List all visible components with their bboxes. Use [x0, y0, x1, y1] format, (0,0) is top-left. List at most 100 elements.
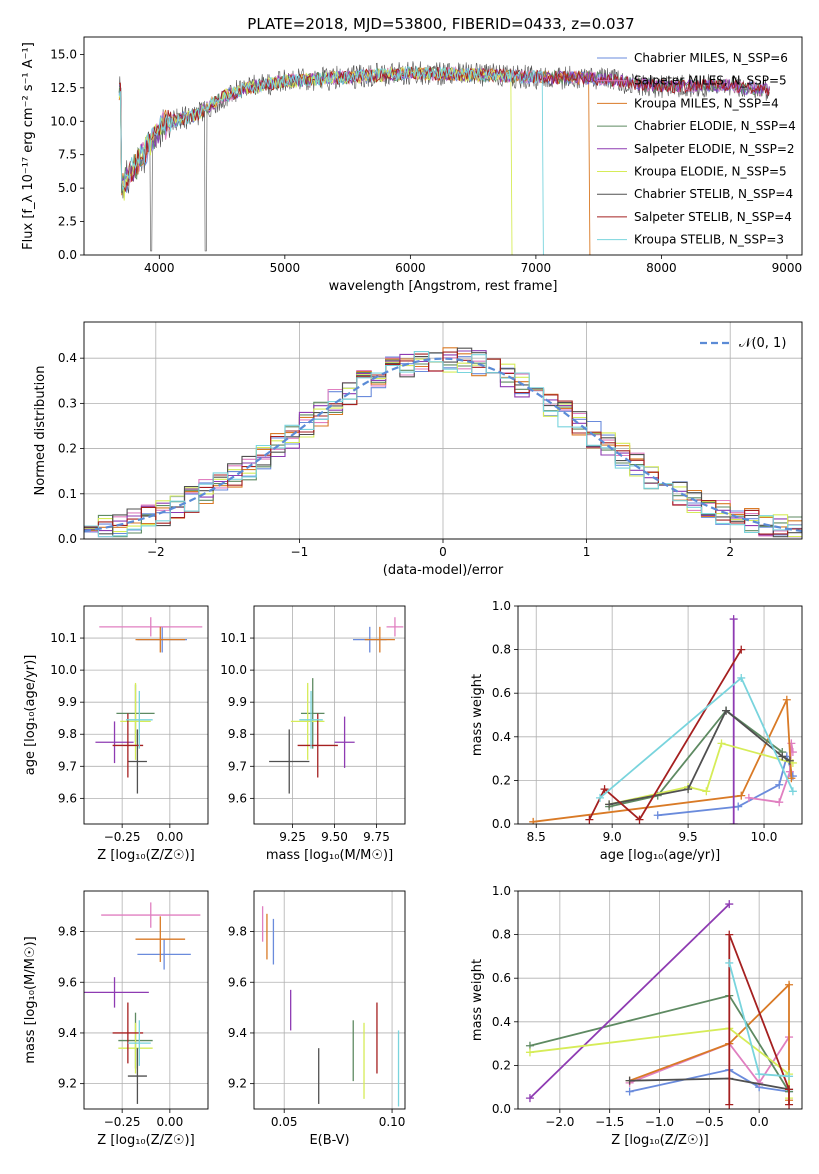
spectrum-series-line	[118, 65, 545, 255]
weight-point-marker	[625, 1087, 634, 1096]
weight-series-line	[588, 649, 743, 821]
x-tick-label: −1	[291, 545, 309, 559]
y-axis-label: Flux [f_λ 10⁻¹⁷ erg cm⁻² s⁻¹ A⁻¹]	[21, 42, 36, 250]
legend-entry: Salpeter MILES, N_SSP=5	[634, 74, 787, 88]
weight-point-marker	[737, 645, 746, 654]
x-tick-label: −2	[147, 545, 165, 559]
figure-title: PLATE=2018, MJD=53800, FIBERID=0433, z=0…	[247, 15, 634, 33]
weight-point-marker	[585, 815, 594, 824]
y-tick-label: 2.5	[58, 215, 77, 229]
weight-series-line	[529, 903, 730, 1099]
x-tick-label: −0.5	[695, 1115, 724, 1129]
x-axis-label: mass [log₁₀(M/M☉)]	[266, 848, 393, 863]
x-tick-label: 0	[439, 545, 447, 559]
weight-point-marker	[525, 1048, 534, 1057]
y-tick-label: 9.8	[228, 925, 247, 939]
y-tick-label: 0.4	[492, 730, 511, 744]
weight-point-marker	[744, 793, 753, 802]
y-tick-label: 9.6	[228, 791, 247, 805]
x-axis-label: Z [log₁₀(Z/Z☉)]	[97, 848, 194, 863]
weight-series-line	[608, 709, 783, 808]
y-tick-label: 1.0	[492, 599, 511, 613]
y-tick-label: 0.6	[492, 686, 511, 700]
x-tick-label: 4000	[144, 261, 175, 275]
weight-point-marker	[787, 774, 796, 783]
y-tick-label: 0.4	[58, 351, 77, 365]
weight-point-marker	[785, 980, 794, 989]
weight-point-marker	[525, 1094, 534, 1103]
y-tick-label: 0.8	[492, 928, 511, 942]
age-vs-mass-panel: 9.25 9.50 9.75 9.6 9.7 9.8 9.9 10.0 10.1 mass [lo…	[220, 605, 406, 863]
x-tick-label: 9000	[772, 261, 803, 275]
y-tick-label: 9.8	[58, 727, 77, 741]
y-tick-label: 0.1	[58, 487, 77, 501]
y-tick-label: 1.0	[492, 884, 511, 898]
legend-entry: Kroupa STELIB, N_SSP=3	[634, 233, 784, 247]
y-axis-label: mass [log₁₀(M/M☉)]	[23, 936, 38, 1063]
plot-frame	[83, 605, 209, 825]
y-tick-label: 0.8	[492, 643, 511, 657]
plot-frame	[83, 36, 803, 256]
weight-point-marker	[684, 785, 693, 794]
x-tick-label: 0.10	[379, 1115, 406, 1129]
x-tick-label: 6000	[395, 261, 426, 275]
y-tick-label: 0.2	[58, 442, 77, 456]
x-tick-label: −2.0	[545, 1115, 574, 1129]
x-tick-label: 1	[583, 545, 591, 559]
y-axis-label: Normed distribution	[33, 366, 48, 496]
y-tick-label: 9.8	[58, 925, 77, 939]
spectrum-series-line	[118, 66, 770, 194]
plot-frame	[517, 890, 803, 1110]
weight-series-line	[629, 1068, 790, 1093]
x-axis-label: E(B-V)	[309, 1133, 349, 1148]
x-tick-label: 2	[726, 545, 734, 559]
weight-point-marker	[717, 739, 726, 748]
y-tick-label: 7.5	[58, 148, 77, 162]
weight-point-marker	[755, 1070, 764, 1079]
y-tick-label: 9.2	[228, 1077, 247, 1091]
legend-entry: Kroupa MILES, N_SSP=4	[634, 96, 779, 110]
spectrum-series-line	[118, 66, 514, 255]
y-tick-label: 9.4	[58, 1026, 77, 1040]
y-tick-label: 9.8	[228, 727, 247, 741]
spectrum-series-line	[118, 66, 592, 255]
residual-histogram	[84, 351, 802, 538]
weight-point-marker	[722, 706, 731, 715]
legend-entry: Kroupa ELODIE, N_SSP=5	[634, 165, 787, 179]
plot-frame	[83, 890, 209, 1110]
error-bars	[84, 902, 201, 1104]
y-tick-label: 9.9	[58, 695, 77, 709]
x-tick-label: 0.00	[156, 1115, 183, 1129]
x-tick-label: 0.0	[750, 1115, 769, 1129]
x-tick-label: −1.5	[595, 1115, 624, 1129]
plot-frame	[83, 321, 803, 540]
y-tick-label: 9.7	[228, 759, 247, 773]
legend-entry: Chabrier STELIB, N_SSP=4	[634, 187, 793, 201]
weight-point-marker	[775, 780, 784, 789]
x-tick-label: 10.0	[751, 830, 778, 844]
mass-vs-ebv-panel: 0.05 0.10 9.2 9.4 9.6 9.8 E(B-V)	[228, 890, 406, 1148]
error-bars	[269, 617, 404, 794]
weight-point-marker	[725, 930, 734, 939]
legend-entry: Salpeter STELIB, N_SSP=4	[634, 210, 792, 224]
weight-series-line	[533, 699, 793, 823]
legend-entry: 𝒩(0, 1)	[739, 336, 786, 351]
weight-series-line	[728, 934, 790, 1105]
weight-point-marker	[778, 752, 787, 761]
y-axis-label: mass weight	[470, 959, 485, 1041]
error-bars	[261, 906, 400, 1107]
weight-lines	[525, 900, 794, 1109]
weight-point-marker	[529, 817, 538, 824]
y-tick-label: 0.2	[492, 1058, 511, 1072]
weight-point-marker	[785, 1085, 794, 1094]
x-axis-label: Z [log₁₀(Z/Z☉)]	[97, 1133, 194, 1148]
weight-point-marker	[734, 802, 743, 811]
x-tick-label: 5000	[270, 261, 301, 275]
y-tick-label: 10.1	[50, 631, 77, 645]
y-tick-label: 9.6	[58, 975, 77, 989]
age-vs-metallicity-panel: −0.25 0.00 9.6 9.7 9.8 9.9 10.0 10.1 Z [log₁₀(Z/…	[23, 605, 209, 863]
weight-series-line	[657, 753, 794, 817]
x-axis-label: (data-model)/error	[383, 563, 504, 578]
spectrum-series-line	[118, 66, 770, 192]
